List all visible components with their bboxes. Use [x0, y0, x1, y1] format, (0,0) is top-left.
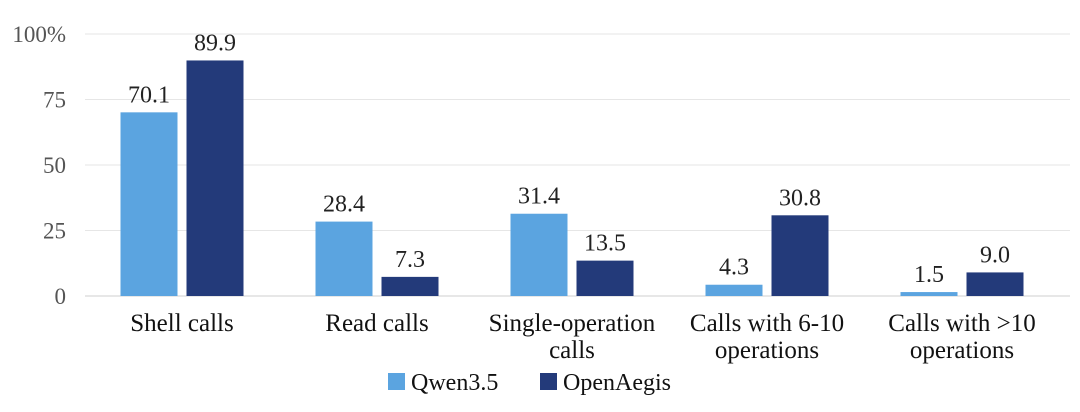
bar-qwen3-5	[315, 221, 373, 296]
x-axis: Shell calls Read calls Single-operation cal…	[130, 310, 1035, 364]
x-tick-label: Read calls	[325, 310, 428, 337]
y-tick-label: 75	[43, 88, 66, 113]
bar-openaegis	[966, 272, 1024, 296]
bar-openaegis	[186, 60, 244, 296]
y-tick-label: 50	[43, 153, 66, 178]
data-labels: 70.1 28.4 31.4 4.3 1.5 89.9 7.3 13.5 30.8 9.0	[128, 30, 1010, 288]
data-label: 7.3	[395, 247, 425, 273]
data-label: 9.0	[980, 242, 1010, 268]
x-tick-label: Single-operation calls	[489, 310, 656, 364]
x-tick-label: Shell calls	[130, 310, 233, 337]
x-tick-label: Calls with 6-10 operations	[690, 310, 844, 364]
data-label: 1.5	[914, 262, 944, 288]
bar-openaegis	[771, 215, 829, 296]
x-tick-label-line: operations	[715, 337, 819, 364]
data-label: 70.1	[128, 82, 170, 108]
bar-qwen3-5	[120, 112, 178, 296]
data-label: 89.9	[194, 30, 236, 56]
bar-qwen3-5	[705, 284, 763, 296]
x-tick-label-line: operations	[910, 337, 1014, 364]
y-tick-label: 0	[55, 284, 67, 309]
data-label: 28.4	[323, 192, 365, 218]
data-label: 30.8	[779, 185, 821, 211]
x-tick-label-line: Calls with >10	[888, 310, 1035, 337]
data-label: 13.5	[584, 231, 626, 257]
data-label: 4.3	[719, 255, 749, 281]
data-label: 31.4	[518, 184, 560, 210]
y-tick-label: 100%	[12, 22, 66, 47]
bar-qwen3-5	[900, 292, 958, 296]
x-tick-label-line: Calls with 6-10	[690, 310, 844, 337]
x-tick-label: Calls with >10 operations	[888, 310, 1035, 364]
bar-openaegis	[576, 260, 634, 296]
x-tick-label-line: Shell calls	[130, 310, 233, 337]
legend: Qwen3.5 OpenAegis	[388, 370, 671, 396]
legend-swatch	[388, 373, 405, 390]
x-tick-label-line: Single-operation	[489, 310, 656, 337]
y-axis: 0 25 50 75 100%	[12, 22, 66, 309]
y-tick-label: 25	[43, 219, 66, 244]
legend-label: Qwen3.5	[411, 370, 498, 396]
x-tick-label-line: calls	[549, 337, 595, 364]
legend-swatch	[540, 373, 557, 390]
bars	[120, 60, 1024, 296]
x-tick-label-line: Read calls	[325, 310, 428, 337]
bar-openaegis	[381, 276, 439, 296]
legend-label: OpenAegis	[563, 370, 671, 396]
bar-qwen3-5	[510, 213, 568, 296]
